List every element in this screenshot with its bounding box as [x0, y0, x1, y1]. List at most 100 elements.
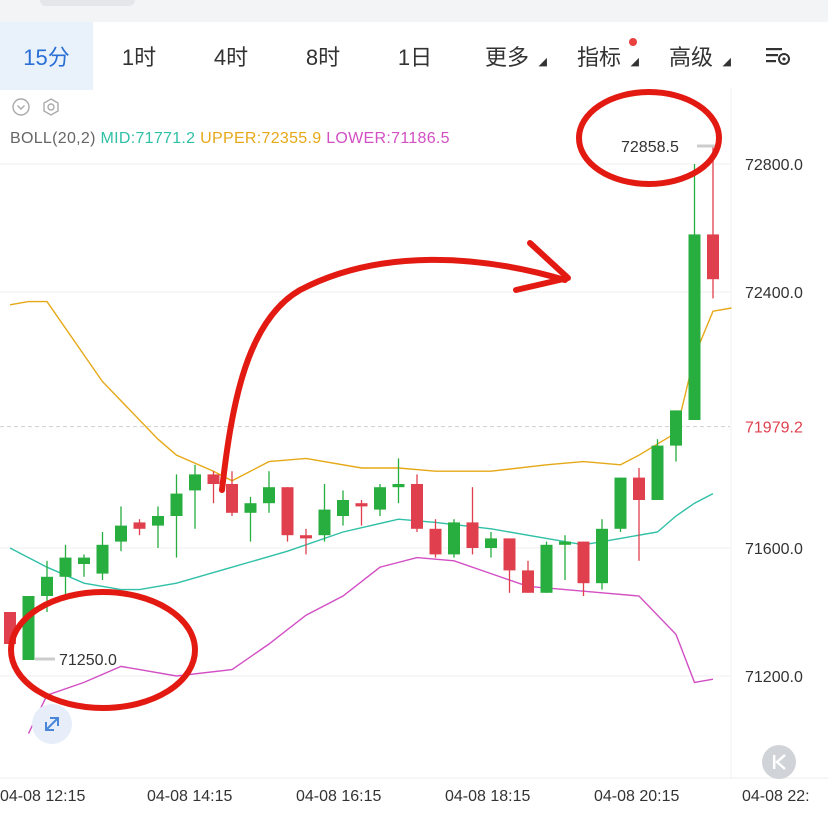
- notification-badge: [629, 38, 637, 46]
- chevron-down-icon: ◢: [722, 56, 731, 68]
- candle-body: [596, 528, 608, 584]
- min-price-label: 71250.0: [59, 652, 117, 669]
- tab-15m[interactable]: 15分: [0, 22, 93, 90]
- candle-body: [614, 477, 627, 529]
- candle-body: [133, 522, 146, 529]
- candle-body: [226, 484, 238, 513]
- candle-body: [559, 541, 571, 545]
- tab-label: 更多: [484, 45, 529, 70]
- boll-upper-line: [9, 300, 732, 482]
- settings-icon: [766, 48, 790, 65]
- tab-label: 8时: [305, 45, 341, 70]
- annotation-circle-low: [8, 589, 198, 711]
- x-tick-label: 04-08 14:15: [147, 788, 233, 805]
- candle-body: [152, 516, 164, 526]
- candle-body: [466, 522, 479, 548]
- tab-more[interactable]: 更多 ◢: [461, 22, 553, 90]
- tab-label: 15分: [23, 45, 70, 70]
- x-tick-label: 04-08 16:15: [296, 788, 382, 805]
- tab-label: 指标: [576, 45, 621, 70]
- skip-end-icon: [773, 754, 786, 770]
- chart-toolbar-icons: [12, 98, 60, 116]
- x-tick-label: 04-08 22:: [742, 788, 810, 805]
- tab-label: 4时: [213, 45, 249, 70]
- candle-body: [707, 234, 719, 280]
- boll-indicator-legend: BOLL(20,2) MID:71771.2 UPPER:72355.9 LOW…: [10, 130, 450, 148]
- x-axis-labels: 04-08 12:15 04-08 14:15 04-08 16:15 04-08 1…: [0, 788, 810, 805]
- boll-lower-line: [27, 556, 714, 734]
- tab-1h[interactable]: 1时: [93, 22, 185, 90]
- timeframe-tabs: 15分 1时 4时 8时 1日 更多 ◢ 指标 ◢ 高级 ◢: [0, 22, 828, 90]
- candle-body: [207, 474, 220, 484]
- candle-body: [392, 484, 405, 488]
- candle-body: [189, 474, 201, 491]
- candle-body: [540, 544, 553, 593]
- candle-body: [22, 596, 35, 660]
- y-tick-label: 72400.0: [745, 285, 803, 302]
- tab-label: 1时: [121, 45, 157, 70]
- annotation-arrow-curve: [219, 256, 568, 493]
- candle-body: [170, 493, 183, 516]
- candle-body: [485, 538, 497, 548]
- y-tick-label: 72800.0: [745, 157, 803, 174]
- tab-label: 高级: [668, 45, 713, 70]
- boll-lower: LOWER:71186.5: [326, 130, 450, 147]
- hand-drawn-annotations: [8, 89, 722, 711]
- chevron-down-icon: ◢: [630, 56, 639, 68]
- candle-body: [429, 528, 442, 555]
- candle-body: [503, 538, 516, 571]
- price-marks: 72858.5 71250.0: [35, 139, 716, 669]
- candle-body: [688, 234, 701, 420]
- tab-label: 1日: [397, 45, 433, 70]
- candle-body: [41, 576, 53, 596]
- chart-settings-button[interactable]: [758, 22, 798, 90]
- candle-body: [670, 410, 682, 446]
- boll-upper: UPPER:72355.9: [200, 130, 322, 147]
- candle-body: [59, 557, 72, 577]
- candle-body: [374, 487, 386, 510]
- y-tick-label: 71200.0: [745, 669, 803, 686]
- candle-body: [318, 509, 331, 536]
- x-tick-label: 04-08 18:15: [445, 788, 531, 805]
- candle-body: [448, 522, 460, 555]
- tab-advanced[interactable]: 高级 ◢: [645, 22, 737, 90]
- boll-mid: MID:71771.2: [100, 130, 196, 147]
- candle-body: [78, 557, 90, 564]
- candles: [4, 145, 719, 660]
- candle-body: [337, 500, 349, 516]
- candle-body: [96, 544, 109, 574]
- grid-lines: [0, 88, 828, 779]
- annotation-circle-high: [576, 89, 722, 187]
- boll-name: BOLL(20,2): [10, 130, 96, 147]
- x-tick-label: 04-08 12:15: [0, 788, 86, 805]
- tab-1d[interactable]: 1日: [369, 22, 461, 90]
- candle-body: [577, 541, 590, 584]
- expand-icon: [45, 717, 59, 731]
- handle-pill: [40, 0, 135, 6]
- annotation-arrow-head: [513, 240, 571, 293]
- tab-8h[interactable]: 8时: [277, 22, 369, 90]
- gear-icon[interactable]: [42, 98, 60, 116]
- top-status-strip: [0, 0, 828, 22]
- candle-body: [244, 503, 257, 513]
- candle-body: [281, 487, 294, 536]
- tab-4h[interactable]: 4时: [185, 22, 277, 90]
- candle-body: [522, 570, 534, 593]
- candle-body: [115, 525, 127, 542]
- boll-mid-line: [9, 492, 714, 591]
- collapse-icon[interactable]: [12, 98, 30, 116]
- chevron-down-icon: ◢: [538, 56, 547, 68]
- x-tick-label: 04-08 20:15: [594, 788, 680, 805]
- candle-body: [355, 503, 368, 507]
- candle-body: [300, 535, 312, 539]
- y-axis-labels: 72800.0 72400.0 71600.0 71200.0 71979.2: [745, 157, 803, 686]
- candle-body: [411, 484, 423, 529]
- y-tick-label: 71600.0: [745, 541, 803, 558]
- scroll-to-latest-button[interactable]: [762, 745, 796, 779]
- tab-indicators[interactable]: 指标 ◢: [553, 22, 645, 90]
- candle-body: [263, 487, 275, 504]
- candle-body: [651, 445, 664, 500]
- candle-body: [633, 477, 645, 500]
- candlestick-chart[interactable]: 72800.0 72400.0 71600.0 71200.0 71979.2 04-0…: [0, 88, 828, 826]
- expand-chart-button[interactable]: [32, 704, 72, 744]
